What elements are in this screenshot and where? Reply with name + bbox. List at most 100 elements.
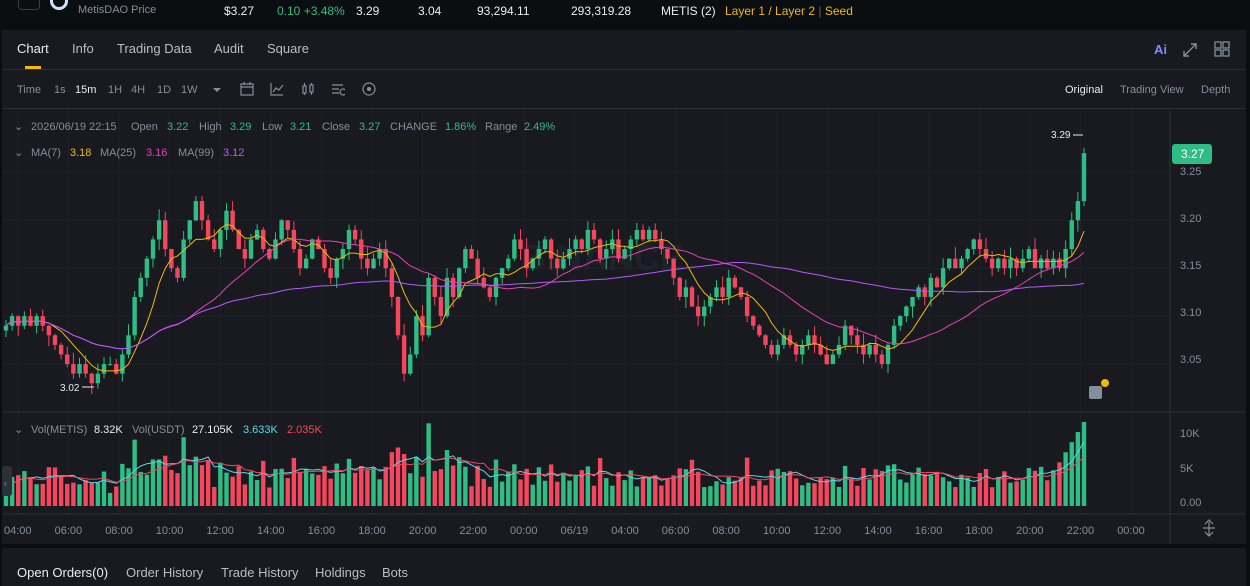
candle-body [555, 258, 560, 269]
candle-body [285, 220, 290, 230]
vol-ma1-value: 3.633K [243, 424, 279, 436]
volume-bar [567, 480, 572, 506]
view-trading-view[interactable]: Trading View [1120, 84, 1184, 96]
volume-bar [806, 482, 811, 506]
expand-icon[interactable] [1183, 43, 1197, 57]
candlestick-chart[interactable]: BINANCE ⌄ 2026/06/19 22:15 Open 3.22 Hig… [2, 110, 1246, 544]
volume-bar [1038, 466, 1044, 506]
ma7-line [5, 223, 1085, 372]
volume-bar [965, 477, 970, 506]
ticker-name[interactable]: MetisDAO Price [78, 4, 157, 16]
collapse-chevron-icon: ⌄ [14, 121, 23, 133]
volume-bar [732, 480, 738, 506]
volume-bar [818, 477, 823, 506]
grid-icon[interactable] [1214, 41, 1230, 57]
ai-icon[interactable]: Ai [1154, 42, 1167, 57]
candle-body [1008, 258, 1013, 269]
interval-15m[interactable]: 15m [75, 84, 97, 96]
candle-body [52, 335, 58, 345]
volume-bar [383, 466, 388, 506]
volume-bar [346, 458, 352, 506]
candle-body [334, 258, 339, 278]
tab-trade-history[interactable]: Trade History [221, 565, 299, 580]
tab-chart[interactable]: Chart [17, 41, 49, 56]
interval-1h[interactable]: 1H [108, 84, 123, 96]
volume-bar [126, 468, 131, 506]
candle-body [138, 277, 143, 297]
ticker-tags[interactable]: Layer 1 / Layer 2 | Seed [725, 4, 853, 18]
tab-holdings[interactable]: Holdings [315, 565, 366, 580]
interval-time[interactable]: Time [17, 84, 42, 96]
info-close-label: Close [322, 121, 350, 133]
vol-ma2-value: 2.035K [287, 424, 323, 436]
candle-body [855, 335, 860, 345]
reset-zoom-icon[interactable] [1203, 519, 1215, 537]
volume-bar [775, 468, 780, 506]
view-depth[interactable]: Depth [1201, 84, 1231, 96]
price-tick: 3.20 [1180, 213, 1201, 225]
candle-body [530, 258, 535, 269]
favorite-star-icon[interactable] [18, 0, 40, 10]
candle-body [634, 229, 640, 240]
volume-bar [885, 465, 891, 506]
ticker-volume: 93,294.11 [477, 4, 530, 18]
tab-square[interactable]: Square [267, 41, 309, 56]
interval-4h[interactable]: 4H [131, 84, 146, 96]
indicator-icon[interactable] [270, 82, 284, 96]
volume-bar [1081, 422, 1087, 506]
info-change-label: CHANGE [390, 121, 437, 133]
volume-bar [720, 484, 725, 506]
candle-body [248, 239, 254, 259]
volume-bar [928, 475, 934, 506]
tab-audit[interactable]: Audit [214, 41, 244, 56]
info-change: 1.86% [445, 121, 476, 133]
volume-bar [359, 465, 364, 506]
tab-order-history[interactable]: Order History [126, 565, 204, 580]
time-tick: 20:00 [1016, 525, 1044, 537]
vol-info: ⌄ Vol(METIS) 8.32K Vol(USDT) 27.105K 3.6… [14, 424, 323, 436]
candle-body [46, 325, 52, 336]
candle-body [597, 239, 603, 259]
ma7-value: 3.18 [70, 147, 91, 159]
volume-bar [542, 480, 548, 506]
candle-type-icon[interactable] [301, 82, 315, 96]
settings-icon[interactable] [331, 82, 345, 96]
tab-open-orders[interactable]: Open Orders(0) [17, 565, 109, 580]
price-axis: 3.25 3.20 3.15 3.10 3.05 [1180, 166, 1201, 366]
candle-body [940, 268, 946, 288]
calendar-icon[interactable] [240, 82, 254, 96]
volume-bar [824, 479, 829, 506]
candle-body [1057, 258, 1062, 269]
tab-trading-data[interactable]: Trading Data [117, 41, 192, 56]
chevron-down-icon[interactable] [212, 86, 226, 100]
interval-1s[interactable]: 1s [54, 84, 66, 96]
candle-body [212, 239, 217, 250]
volume-bar [22, 471, 27, 506]
tab-bots[interactable]: Bots [382, 565, 409, 580]
current-price-badge [1172, 144, 1212, 164]
view-original[interactable]: Original [1065, 84, 1103, 96]
scroll-left-handle[interactable]: ‹ [2, 466, 12, 496]
tab-info[interactable]: Info [72, 41, 94, 56]
time-tick: 06:00 [662, 525, 690, 537]
volume-bar [114, 486, 119, 506]
ticker-tag-layers[interactable]: Layer 1 / Layer 2 [725, 4, 816, 18]
interval-1d[interactable]: 1D [157, 84, 172, 96]
candle-body [261, 229, 266, 250]
volume-bar [916, 467, 921, 506]
vol-usdt-label: Vol(USDT) [132, 424, 185, 436]
volume-bar [640, 477, 646, 506]
candle-body [377, 249, 382, 259]
candle-body [953, 258, 958, 269]
candle-body [187, 220, 192, 240]
vol-tick: 0.00 [1180, 497, 1201, 509]
ticker-high: 3.29 [356, 4, 380, 18]
target-icon[interactable] [362, 82, 376, 96]
ticker-tag-seed[interactable]: Seed [824, 4, 853, 18]
volume-bar [322, 466, 327, 506]
candle-body [199, 201, 205, 221]
interval-1w[interactable]: 1W [181, 84, 198, 96]
candle-body [579, 239, 584, 250]
svg-text:⌄: ⌄ [14, 424, 23, 436]
alert-icon[interactable] [1089, 379, 1109, 399]
